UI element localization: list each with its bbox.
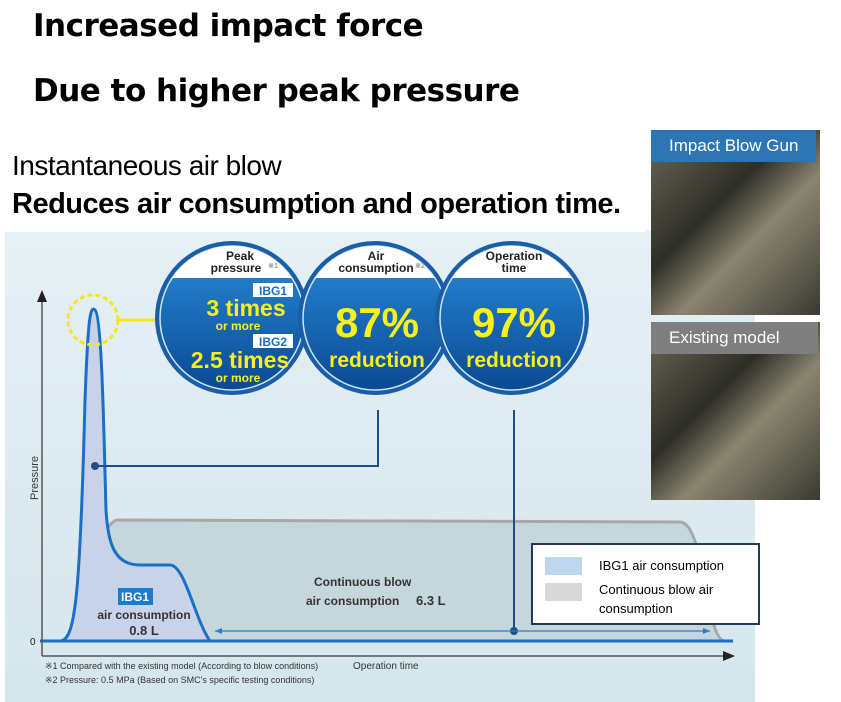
y-axis-arrow-icon: [37, 290, 47, 302]
continuous-consumption-label: air consumption: [306, 594, 399, 608]
photo-label: Impact Blow Gun: [651, 130, 816, 162]
footnote-2: ※2 Pressure: 0.5 MPa (Based on SMC's spe…: [45, 675, 314, 685]
air-reduction-label: reduction: [329, 349, 425, 372]
legend-swatch-ibg1: [545, 557, 582, 575]
legend-label: Continuous blow air consumption: [599, 582, 714, 616]
ibg1-consumption-value: 0.8 L: [129, 623, 159, 638]
subtitle-bold: Reduces air consumption and operation ti…: [12, 188, 621, 220]
ibg1-tag: IBG1: [121, 590, 149, 604]
ibg2-tag-badge: IBG2: [259, 335, 287, 349]
legend-label: IBG1 air consumption: [599, 558, 725, 573]
zero-label: 0: [30, 637, 36, 648]
air-header: Air: [368, 249, 385, 263]
x-axis-arrow-icon: [723, 651, 735, 661]
x-axis-label: Operation time: [353, 661, 419, 672]
ibg1-consumption-label: air consumption: [97, 608, 190, 622]
title-line-2: Due to higher peak pressure: [33, 73, 520, 109]
legend: IBG1 air consumption Continuous blow air…: [531, 543, 760, 625]
operation-header-2: time: [502, 261, 527, 275]
operation-header: Operation: [486, 249, 543, 263]
subtitle: Instantaneous air blow: [12, 150, 282, 181]
y-axis-label: Pressure: [29, 456, 41, 500]
air-header-2: consumption: [338, 261, 413, 275]
existing-model-photo: Existing model: [651, 322, 820, 500]
ibg1-area: [59, 307, 213, 643]
continuous-label: Continuous blow: [314, 575, 412, 589]
title-line-1: Increased impact force: [33, 8, 424, 44]
note-2: ※2: [415, 262, 425, 270]
peak-header: Peak: [226, 249, 254, 263]
circle-peak-pressure: [155, 241, 309, 395]
subtitle-box: [5, 140, 645, 232]
peak-header-2: pressure: [211, 261, 262, 275]
time-reduction-value: 97%: [472, 299, 556, 346]
circle-operation-time: [435, 241, 589, 395]
continuous-consumption-value: 6.3 L: [416, 593, 446, 608]
ibg1-tag-badge: IBG1: [259, 284, 287, 298]
ibg1-peak-value: 3 times: [206, 295, 285, 321]
photo-label: Existing model: [651, 322, 818, 354]
footnote-1: ※1 Compared with the existing model (Acc…: [45, 661, 318, 671]
ibg1-peak-sub: or more: [216, 319, 261, 333]
air-reduction-value: 87%: [335, 299, 419, 346]
ibg2-peak-sub: or more: [216, 371, 261, 385]
time-reduction-label: reduction: [466, 349, 562, 372]
ibg2-peak-value: 2.5 times: [191, 347, 289, 373]
note-1: ※1: [268, 262, 278, 270]
legend-swatch-continuous: [545, 583, 582, 601]
impact-blow-gun-photo: Impact Blow Gun: [651, 130, 820, 315]
